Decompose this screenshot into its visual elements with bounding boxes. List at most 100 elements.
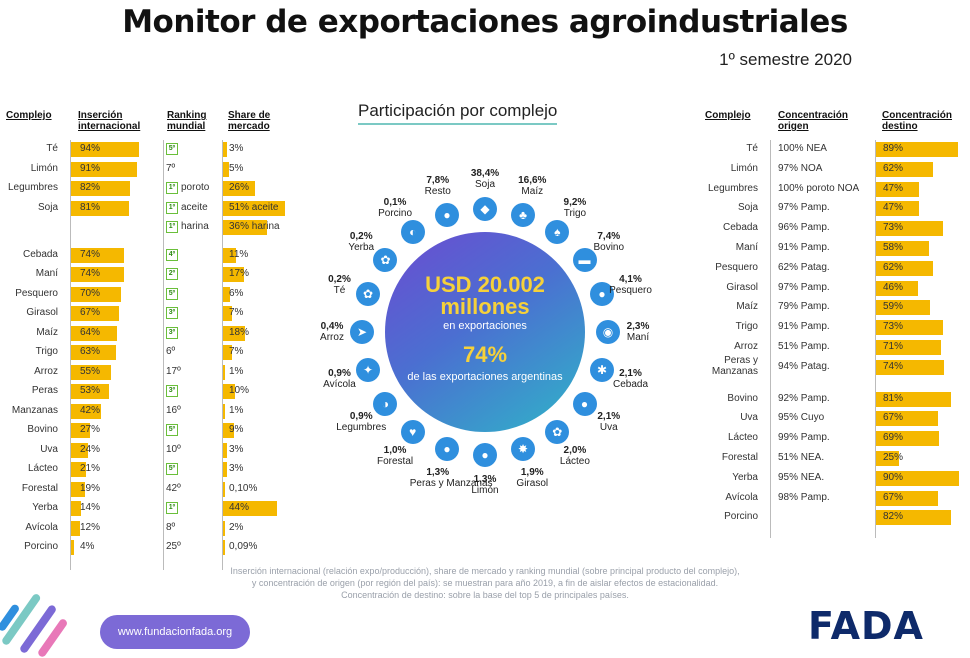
segment-icon: ♥ <box>400 419 425 444</box>
share-value: 36% harina <box>229 221 280 232</box>
rank-box: 5º <box>166 424 178 436</box>
header-ranking: Ranking mundial <box>167 110 207 132</box>
destino-value: 58% <box>883 242 904 253</box>
segment-label: 0,4% Arroz <box>304 321 360 343</box>
rank-value: 8º <box>166 521 176 533</box>
segment-label: 0,9% Avícola <box>311 368 367 390</box>
segment-percent: 0,1% <box>383 197 407 209</box>
rank-detail: poroto <box>181 182 210 193</box>
share-value: 7% <box>229 346 244 357</box>
row-complejo: Cebada <box>22 248 58 260</box>
right-table-row: Bovino 92% Pamp. 81% <box>700 390 970 409</box>
destino-value: 90% <box>883 471 904 483</box>
segment-percent: 7,4% <box>597 231 621 243</box>
left-table-row: Pesquero 70% 5º 6% <box>0 285 300 304</box>
row-complejo: Bovino <box>27 424 58 435</box>
insercion-value: 91% <box>80 162 101 174</box>
insercion-value: 67% <box>80 307 101 318</box>
insercion-bar <box>71 384 110 399</box>
destino-value: 89% <box>883 143 904 154</box>
segment-icon: ✦ <box>356 358 381 382</box>
rank-value: 16º <box>166 404 181 416</box>
destino-value: 69% <box>883 432 904 444</box>
row-complejo: Yerba <box>732 471 758 483</box>
share-bar <box>223 200 286 216</box>
segment-name: Girasol <box>516 477 549 489</box>
destino-bar <box>876 391 951 407</box>
insercion-bar <box>71 364 111 380</box>
left-table-row: Bovino 27% 5º 9% <box>0 421 300 440</box>
segment-icon: ◐ <box>400 220 425 245</box>
right-table-row: Legumbres 100% poroto NOA 47% <box>700 180 970 199</box>
left-table-row: Soja 81% 1º aceite 51% aceite <box>0 199 300 218</box>
rank-box: 3º <box>166 385 178 397</box>
segment-name: Limón <box>471 485 499 496</box>
row-complejo: Forestal <box>721 452 758 463</box>
row-origen: 97% Pamp. <box>778 281 830 293</box>
insercion-bar <box>71 161 137 177</box>
segment-icon: ● <box>572 392 597 417</box>
row-complejo: Té <box>746 143 758 154</box>
rank-box: 5º <box>166 143 178 155</box>
header-share: Share de mercado <box>228 110 271 132</box>
destino-value: 25% <box>883 452 904 463</box>
share-value: 1% <box>229 404 244 416</box>
row-complejo: Trigo <box>35 346 58 357</box>
row-complejo: Maíz <box>736 301 758 313</box>
row-origen: 95% Cuyo <box>778 412 825 424</box>
segment-icon: ◉ <box>596 320 620 344</box>
segment-icon: ✸ <box>511 436 535 461</box>
header-destino: Concentración destino <box>882 110 953 132</box>
segment-icon: ◆ <box>473 197 497 221</box>
share-value: 18% <box>229 326 250 338</box>
segment-label: 7,8% Resto <box>410 175 466 197</box>
segment-percent: 2,0% <box>563 444 587 456</box>
insercion-value: 81% <box>80 201 101 213</box>
rank-box: 5º <box>166 463 178 475</box>
row-complejo: Cebada <box>722 222 758 234</box>
share-value: 6% <box>229 287 244 299</box>
segment-icon: ● <box>434 436 459 461</box>
row-origen: 96% Pamp. <box>778 222 830 234</box>
row-complejo: Té <box>46 143 58 154</box>
row-complejo: Peras y Manzanas <box>711 354 758 377</box>
page-subtitle: 1º semestre 2020 <box>719 50 852 69</box>
row-complejo: Uva <box>740 412 758 424</box>
segment-percent: 0,2% <box>328 273 351 285</box>
share-bar <box>223 403 225 419</box>
share-value: 17% <box>229 268 250 279</box>
destino-bar <box>876 221 944 237</box>
destino-value: 81% <box>883 392 904 404</box>
segment-percent: 38,4% <box>470 168 500 179</box>
row-complejo: Maíz <box>36 326 58 338</box>
segment-label: 2,1% Cebada <box>603 368 659 390</box>
destino-bar <box>876 201 920 217</box>
right-table-row: Uva 95% Cuyo 67% <box>700 409 970 428</box>
right-table-row: Forestal 51% NEA. 25% <box>700 449 970 468</box>
insercion-bar <box>71 520 80 536</box>
fada-logo: FADA <box>808 604 924 648</box>
left-table-row: Manzanas 42% 16º 1% <box>0 402 300 421</box>
share-percent: 74% <box>462 342 508 367</box>
segment-name: Bovino <box>593 242 625 254</box>
rank-box: 3º <box>166 326 178 339</box>
insercion-value: 4% <box>80 541 95 552</box>
segment-label: 1,3% Limón <box>457 474 513 496</box>
share-bar <box>223 286 231 302</box>
destino-value: 71% <box>883 341 904 352</box>
column-divider <box>222 140 223 570</box>
insercion-value: 53% <box>80 385 101 396</box>
share-value: 44% <box>229 502 250 513</box>
segment-percent: 2,3% <box>626 321 650 332</box>
page-title: Monitor de exportaciones agroindustriale… <box>122 4 848 40</box>
destino-value: 46% <box>883 281 904 293</box>
segment-label: 0,9% Legumbres <box>333 411 389 433</box>
rank-box: 2º <box>166 268 178 280</box>
share-bar <box>223 220 267 235</box>
segment-percent: 0,9% <box>349 410 373 422</box>
insercion-bar <box>71 423 91 438</box>
insercion-bar <box>71 181 131 196</box>
website-link[interactable]: www.fundacionfada.org <box>100 615 250 649</box>
insercion-value: 64% <box>80 326 101 338</box>
segment-icon: ✿ <box>356 281 381 306</box>
